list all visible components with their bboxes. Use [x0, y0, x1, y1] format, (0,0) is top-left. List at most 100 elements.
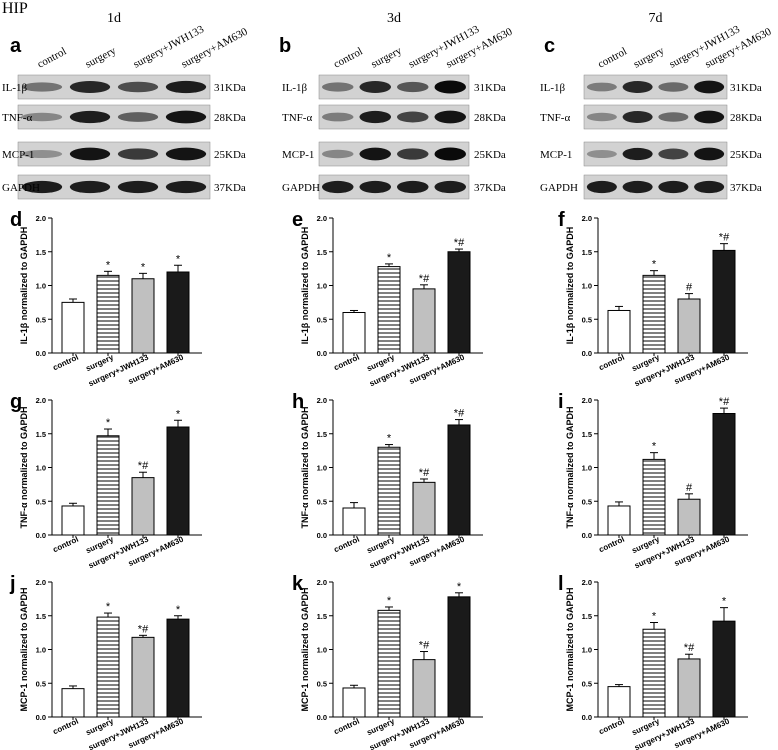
- x-tick-label: control: [51, 717, 79, 737]
- blot-time-label: 3d: [387, 11, 401, 26]
- significance-mark: *: [106, 601, 111, 613]
- x-tick-label: control: [597, 535, 625, 555]
- bar-surgery-jwh133: [131, 636, 155, 718]
- y-tick-label: 1.5: [36, 430, 46, 439]
- blot-band: [397, 81, 429, 93]
- x-tick-label: control: [597, 717, 625, 737]
- blot-band: [622, 111, 653, 123]
- significance-mark: *: [652, 441, 657, 453]
- blot-band: [586, 180, 617, 194]
- blot-time-label: 7d: [649, 11, 663, 26]
- blot-band: [434, 110, 466, 124]
- blot-band: [658, 82, 689, 92]
- blot-row-label: GAPDH: [282, 182, 320, 194]
- blot-band: [694, 80, 725, 94]
- bar-surgery-am630: [712, 620, 736, 718]
- blot-band: [622, 180, 653, 194]
- x-tick-label: control: [51, 353, 79, 373]
- y-tick-label: 2.0: [36, 396, 46, 405]
- y-tick-label: 2.0: [582, 214, 592, 223]
- y-tick-label: 0.5: [317, 315, 327, 324]
- y-tick-label: 1.0: [582, 282, 592, 291]
- significance-mark: *#: [719, 232, 730, 244]
- y-axis-label: TNF-α normalized to GAPDH: [565, 406, 575, 528]
- y-tick-label: 2.0: [582, 578, 592, 587]
- y-tick-label: 0.5: [582, 497, 592, 506]
- y-axis-label: IL-1β normalized to GAPDH: [19, 227, 29, 345]
- y-tick-label: 0.5: [317, 497, 327, 506]
- significance-mark: *: [652, 259, 657, 271]
- significance-mark: *#: [454, 408, 465, 420]
- blot-row-label: TNF-α: [282, 112, 312, 124]
- significance-mark: *#: [138, 623, 149, 635]
- y-tick-label: 0.5: [582, 315, 592, 324]
- bar-surgery-jwh133: [131, 477, 155, 536]
- y-tick-label: 1.0: [36, 464, 46, 473]
- blot-band: [322, 180, 354, 194]
- y-axis-label: MCP-1 normalized to GAPDH: [565, 587, 575, 711]
- blot-band: [165, 180, 207, 194]
- blot-band: [117, 112, 159, 122]
- blot-time-label: 1d: [107, 11, 121, 26]
- blot-band: [359, 81, 391, 93]
- bar-chart-d: dIL-1β normalized to GAPDH 0.0 0.5 1.0 1.5 2.…: [10, 209, 202, 388]
- y-tick-label: 1.5: [582, 430, 592, 439]
- blot-row-label: MCP-1: [2, 149, 34, 161]
- panel-letter: h: [292, 391, 304, 413]
- blot-panel-c: 7dc control surgery surgery+JWH133surgery+A…: [540, 11, 774, 200]
- y-tick-label: 1.5: [582, 248, 592, 257]
- y-tick-label: 2.0: [582, 396, 592, 405]
- blot-size-label: 37KDa: [730, 182, 762, 194]
- blot-band: [21, 149, 63, 159]
- significance-mark: *#: [419, 467, 430, 479]
- blot-lane-label: surgery: [83, 44, 118, 70]
- y-tick-label: 0.0: [582, 713, 592, 722]
- y-tick-label: 1.0: [582, 646, 592, 655]
- y-tick-label: 1.5: [582, 612, 592, 621]
- y-tick-label: 0.0: [36, 531, 46, 540]
- bar-surgery: [377, 609, 401, 718]
- blot-band: [69, 110, 111, 124]
- significance-mark: *: [457, 581, 462, 593]
- blot-band: [165, 147, 207, 161]
- blot-row-label: IL-1β: [282, 82, 308, 94]
- significance-mark: *#: [138, 460, 149, 472]
- blot-band: [658, 180, 689, 194]
- panel-letter: g: [10, 391, 22, 413]
- blot-band: [322, 82, 354, 92]
- panel-letter: c: [544, 35, 555, 57]
- bar-control: [61, 688, 85, 718]
- y-tick-label: 0.0: [317, 349, 327, 358]
- blot-band: [359, 110, 391, 124]
- significance-mark: *: [387, 252, 392, 264]
- bar-surgery: [96, 435, 120, 536]
- bar-surgery: [377, 266, 401, 354]
- y-tick-label: 0.0: [317, 713, 327, 722]
- blot-row-label: TNF-α: [540, 112, 570, 124]
- blot-band: [586, 82, 617, 92]
- significance-mark: #: [686, 282, 693, 294]
- y-tick-label: 2.0: [317, 578, 327, 587]
- blot-size-label: 28KDa: [730, 112, 762, 124]
- blot-band: [694, 147, 725, 161]
- blot-band: [694, 110, 725, 124]
- blot-band: [397, 148, 429, 160]
- bar-surgery-am630: [447, 596, 471, 718]
- blot-size-label: 31KDa: [214, 82, 246, 94]
- panel-letter: l: [558, 573, 564, 595]
- y-tick-label: 0.5: [317, 679, 327, 688]
- blot-row-label: TNF-α: [2, 112, 32, 124]
- significance-mark: *#: [719, 396, 730, 408]
- bar-surgery-am630: [166, 426, 190, 536]
- x-tick-label: control: [332, 535, 360, 555]
- y-tick-label: 1.0: [317, 646, 327, 655]
- bar-control: [61, 301, 85, 354]
- bar-surgery-jwh133: [677, 498, 701, 536]
- bar-surgery-jwh133: [677, 298, 701, 354]
- blot-lane-label: surgery: [369, 44, 404, 70]
- blot-band: [117, 81, 159, 93]
- y-axis-label: MCP-1 normalized to GAPDH: [300, 587, 310, 711]
- bar-surgery-jwh133: [412, 288, 436, 354]
